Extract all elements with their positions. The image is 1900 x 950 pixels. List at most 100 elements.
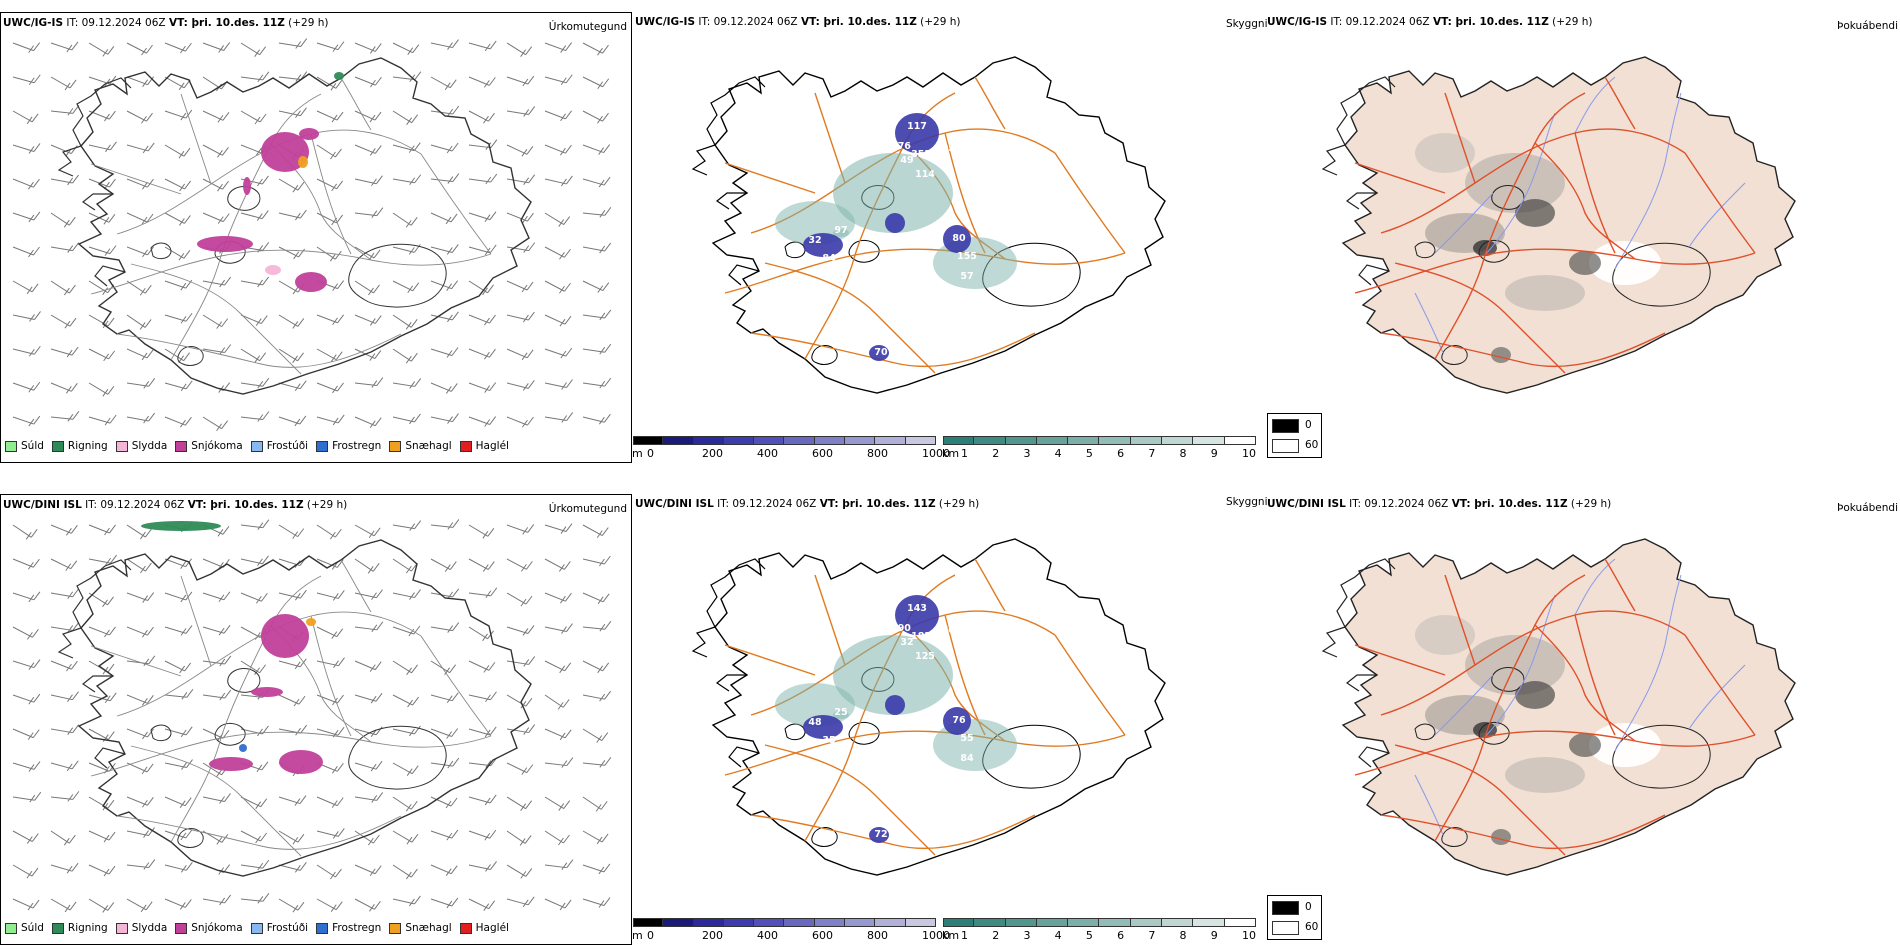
wind-barb [506,524,535,535]
wind-barb [12,211,41,223]
wind-barb [164,212,191,226]
wind-barb [88,898,115,913]
wind-barb [316,558,344,570]
wind-barb [12,280,39,295]
wind-barb [506,75,535,87]
precip-legend-item: Haglél [459,440,509,452]
westfjords-coast [57,77,132,287]
wind-barb [278,589,307,601]
wind-barb [392,660,418,676]
glacier-outline [811,827,838,848]
wind-barb [126,859,156,870]
wind-barb [164,279,193,291]
wind-barb [506,106,536,117]
road-line [1484,92,1586,256]
wind-barb [392,762,419,776]
glacier-outline [848,240,880,263]
wind-barb [316,796,344,808]
wind-barb [202,793,231,804]
wind-barb [50,346,79,358]
wind-barb [126,655,156,667]
cloud-base-value: 84 [960,753,974,764]
wind-barb [392,694,419,708]
wind-barb [12,110,39,125]
fog-index-area [1415,133,1475,173]
panel-title: UWC/IG-IS IT: 09.12.2024 06Z VT: þri. 10… [635,16,961,28]
precip-legend-item: Frostregn [316,440,381,452]
wind-barb [544,728,572,741]
wind-barb [582,280,610,293]
road-line [90,731,492,777]
wind-barb [506,656,536,667]
wind-barb [50,558,78,571]
wind-barb [202,314,229,329]
wind-barb [240,110,267,125]
precip-legend-label: Frostúði [266,440,309,452]
road-line [220,575,322,739]
wind-barb [12,558,40,570]
wind-barb [164,109,193,121]
glacier-outline [1612,724,1711,789]
wind-barb [164,759,193,770]
wind-barb [50,41,79,53]
precip-legend-item: Slydda [115,440,167,452]
glacier-outline [1478,240,1510,263]
wind-barb [468,587,498,599]
colorbar-tick-label: 1000 [922,929,950,942]
colorbar-segment [633,436,664,445]
wind-barb [278,246,306,260]
road-line [804,254,856,360]
wind-barb [468,139,498,150]
colorbar-tick-label: 0 [647,447,654,460]
wind-barb [354,175,383,187]
road-line [1380,128,1686,234]
river-line [1574,558,1616,616]
road-line [764,744,936,856]
wind-barb [12,381,41,393]
precip-legend: Súld Rigning Slydda Snjókoma Frostúði Frostre… [5,922,509,934]
precip-type-panel-2: UWC/DINI ISL IT: 09.12.2024 06Z VT: þri.… [0,494,632,945]
fog-legend-label: 0 [1305,901,1312,913]
wind-barb [12,659,41,670]
wind-barb [50,691,79,702]
colorbar-segment [845,918,876,927]
wind-barb [12,178,40,190]
wind-barb [582,796,608,812]
wind-barb [50,660,78,672]
precip-legend-item: Snæhagl [389,440,452,452]
road-line [1534,624,1636,742]
precip-legend-swatch [389,922,402,934]
road-line [130,745,302,857]
wind-barb [506,380,535,391]
snowfall-area [295,272,327,292]
wind-barb [506,144,534,157]
colorbar-segment [1224,436,1256,445]
wind-barb [506,558,533,572]
snowfall-area [197,236,253,252]
wind-barb [506,174,536,186]
wind-barb [468,110,495,124]
wind-barb [544,898,572,911]
cloud-base-value: 12 [1002,287,1015,298]
colorbar-segment [693,918,724,927]
wind-barb [544,558,571,572]
colorbar-tick-label: 0 [647,929,654,942]
wind-barb [202,178,229,192]
wind-barb [126,827,155,838]
wind-barb [316,348,343,362]
river-line [1414,292,1444,354]
wind-barb [202,276,232,288]
wind-barb [582,897,611,908]
wind-barb [506,212,534,224]
wind-barb [240,830,267,844]
colorbar-segment [1099,918,1131,927]
panel-label: Úrkomutegund [548,503,627,515]
fog-legend-swatch [1272,439,1299,453]
wind-barb [12,626,39,640]
panel-title: UWC/DINI ISL IT: 09.12.2024 06Z VT: þri.… [3,499,348,511]
wind-barb [582,76,610,90]
low-cloud-base-area [885,695,905,715]
wind-barb [392,725,421,737]
wind-barb [544,830,570,846]
colorbar-segment [784,918,815,927]
